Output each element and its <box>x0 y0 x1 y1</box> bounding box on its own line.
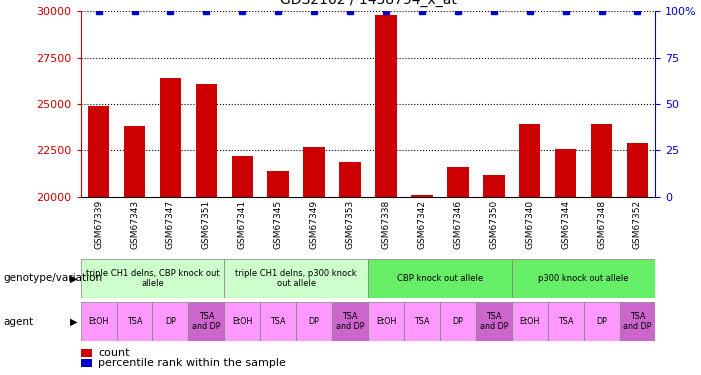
Text: ▶: ▶ <box>69 316 77 327</box>
Bar <box>476 302 512 341</box>
Bar <box>81 259 224 298</box>
Text: agent: agent <box>4 316 34 327</box>
Text: ▶: ▶ <box>69 273 77 284</box>
Bar <box>124 126 145 197</box>
Bar <box>584 302 620 341</box>
Bar <box>224 302 260 341</box>
Bar <box>196 84 217 197</box>
Text: TSA: TSA <box>558 317 573 326</box>
Text: genotype/variation: genotype/variation <box>4 273 102 284</box>
Bar <box>332 302 368 341</box>
Bar <box>81 302 116 341</box>
Bar <box>368 302 404 341</box>
Bar <box>627 143 648 197</box>
Text: EtOH: EtOH <box>376 317 396 326</box>
Bar <box>368 259 512 298</box>
Text: EtOH: EtOH <box>519 317 540 326</box>
Text: TSA: TSA <box>271 317 286 326</box>
Bar <box>512 302 547 341</box>
Bar <box>519 124 540 197</box>
Bar <box>160 78 181 197</box>
Text: EtOH: EtOH <box>232 317 252 326</box>
Text: CBP knock out allele: CBP knock out allele <box>397 274 483 283</box>
Text: percentile rank within the sample: percentile rank within the sample <box>98 358 286 368</box>
Text: DP: DP <box>452 317 463 326</box>
Text: TSA
and DP: TSA and DP <box>479 312 508 331</box>
Bar <box>153 302 189 341</box>
Bar <box>483 175 505 197</box>
Text: triple CH1 delns, p300 knock
out allele: triple CH1 delns, p300 knock out allele <box>236 269 357 288</box>
Text: TSA: TSA <box>414 317 430 326</box>
Bar <box>260 302 297 341</box>
Bar <box>411 195 433 197</box>
Text: TSA
and DP: TSA and DP <box>336 312 365 331</box>
Bar <box>231 156 253 197</box>
Bar <box>375 15 397 197</box>
Bar <box>268 171 289 197</box>
Text: DP: DP <box>165 317 176 326</box>
Text: p300 knock out allele: p300 knock out allele <box>538 274 629 283</box>
Bar <box>297 302 332 341</box>
Text: EtOH: EtOH <box>88 317 109 326</box>
Bar <box>81 349 92 357</box>
Text: TSA
and DP: TSA and DP <box>623 312 652 331</box>
Text: triple CH1 delns, CBP knock out
allele: triple CH1 delns, CBP knock out allele <box>86 269 219 288</box>
Bar <box>404 302 440 341</box>
Text: count: count <box>98 348 130 358</box>
Bar <box>620 302 655 341</box>
Bar <box>189 302 224 341</box>
Bar <box>88 106 109 197</box>
Bar <box>555 148 576 197</box>
Bar <box>116 302 153 341</box>
Bar <box>224 259 368 298</box>
Bar <box>440 302 476 341</box>
Text: TSA
and DP: TSA and DP <box>192 312 221 331</box>
Text: TSA: TSA <box>127 317 142 326</box>
Text: DP: DP <box>308 317 320 326</box>
Bar <box>547 302 584 341</box>
Bar <box>304 147 325 197</box>
Title: GDS2162 / 1438794_x_at: GDS2162 / 1438794_x_at <box>280 0 456 8</box>
Bar <box>81 359 92 368</box>
Bar <box>339 162 361 197</box>
Bar <box>512 259 655 298</box>
Text: DP: DP <box>596 317 607 326</box>
Bar <box>591 124 613 197</box>
Bar <box>447 167 468 197</box>
